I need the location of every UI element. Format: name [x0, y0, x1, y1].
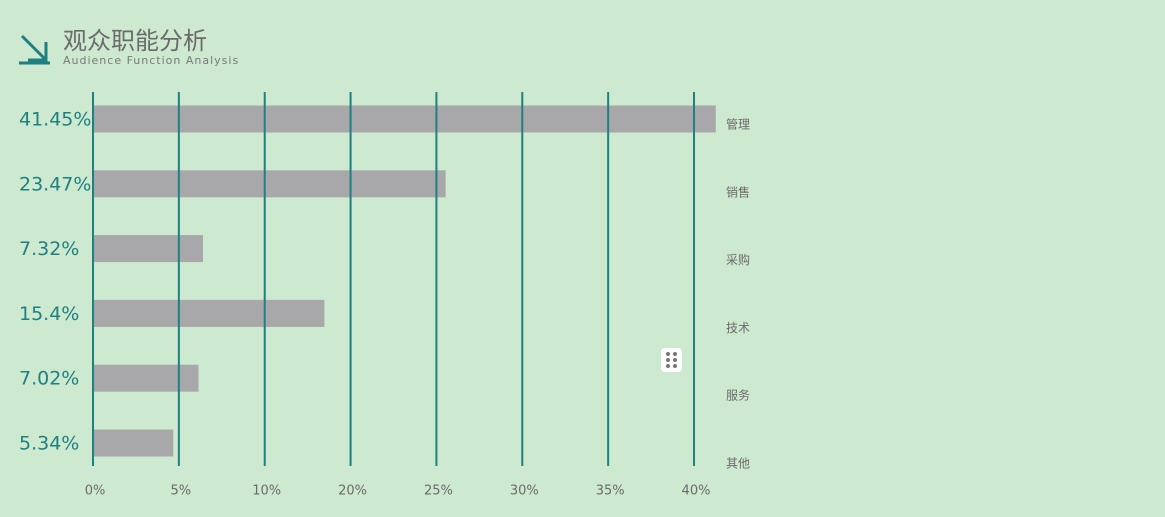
x-tick-label: 35% [596, 484, 625, 499]
category-label: 采购 [726, 252, 750, 267]
x-tick-label: 5% [171, 484, 192, 499]
title-icon [19, 34, 50, 65]
value-label: 7.32% [19, 238, 79, 260]
category-label: 服务 [726, 388, 750, 403]
value-label: 7.02% [19, 368, 79, 390]
x-tick-label: 25% [424, 484, 453, 499]
drag-handle[interactable] [661, 348, 682, 372]
x-tick-label: 40% [682, 484, 711, 499]
bar [93, 364, 199, 392]
bar [93, 235, 203, 263]
bar [93, 105, 716, 133]
bar [93, 429, 174, 457]
value-label: 41.45% [19, 109, 91, 131]
chart-title: 观众职能分析 [63, 27, 207, 55]
category-label: 销售 [726, 184, 750, 199]
category-label: 其他 [726, 457, 750, 471]
bar [93, 299, 325, 327]
value-label: 15.4% [19, 303, 79, 325]
x-tick-label: 30% [510, 484, 539, 499]
x-tick-label: 0% [85, 484, 106, 499]
chart-subtitle: Audience Function Analysis [63, 54, 239, 67]
category-label: 管理 [726, 117, 750, 132]
bar [93, 170, 446, 198]
value-label: 5.34% [19, 433, 79, 455]
x-tick-label: 20% [338, 484, 367, 499]
x-tick-label: 10% [252, 484, 281, 499]
value-label: 23.47% [19, 173, 91, 195]
category-label: 技术 [726, 321, 750, 335]
